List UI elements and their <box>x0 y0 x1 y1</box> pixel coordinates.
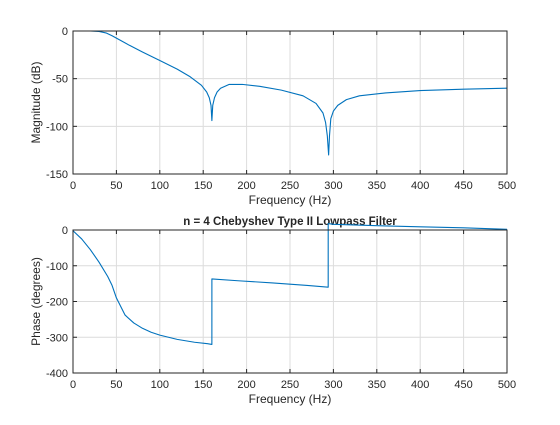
phase-lines <box>72 223 508 345</box>
magnitude-grid <box>72 30 508 175</box>
magnitude-response-line <box>73 30 508 156</box>
phase-x-tick-label: 350 <box>368 379 386 391</box>
magnitude-ticks: 0 50 100 150 200 250 300 350 400 450 500 -150 -100 -5… <box>46 26 516 192</box>
magnitude-axes: 0 50 100 150 200 250 300 350 400 450 500 -150 -100 -5… <box>29 26 516 207</box>
phase-y-tick-label: -100 <box>46 261 68 273</box>
phase-x-tick-label: 0 <box>70 379 76 391</box>
phase-ticks: 0 50 100 150 200 250 300 350 400 450 500 -400 -300 -2… <box>46 225 516 391</box>
magnitude-y-tick-label: 0 <box>62 26 68 38</box>
magnitude-x-tick-label: 0 <box>70 180 76 192</box>
magnitude-x-axis-label: Frequency (Hz) <box>249 193 332 207</box>
magnitude-x-tick-label: 50 <box>110 180 122 192</box>
phase-x-tick-label: 300 <box>324 379 342 391</box>
magnitude-x-tick-label: 150 <box>194 180 212 192</box>
magnitude-y-tick-label: -100 <box>46 121 68 133</box>
magnitude-x-tick-label: 300 <box>324 180 342 192</box>
magnitude-x-tick-label: 400 <box>411 180 429 192</box>
magnitude-x-tick-label: 350 <box>368 180 386 192</box>
phase-y-tick-label: -400 <box>46 368 68 380</box>
phase-chart-title: n = 4 Chebyshev Type II Lowpass Filter <box>183 216 397 228</box>
phase-grid <box>72 229 508 374</box>
phase-x-tick-label: 50 <box>110 379 122 391</box>
magnitude-x-tick-label: 450 <box>454 180 472 192</box>
phase-y-axis-label: Phase (degrees) <box>29 257 43 346</box>
phase-x-tick-label: 150 <box>194 379 212 391</box>
phase-x-tick-label: 400 <box>411 379 429 391</box>
magnitude-x-tick-label: 500 <box>498 180 516 192</box>
magnitude-x-tick-label: 100 <box>151 180 169 192</box>
magnitude-x-tick-label: 250 <box>281 180 299 192</box>
phase-x-tick-label: 500 <box>498 379 516 391</box>
phase-x-axis-label: Frequency (Hz) <box>249 392 332 406</box>
magnitude-y-axis-label: Magnitude (dB) <box>29 61 43 143</box>
phase-axes: n = 4 Chebyshev Type II Lowpass Filter 0… <box>29 216 516 406</box>
magnitude-y-tick-label: -50 <box>52 74 68 86</box>
magnitude-y-tick-label: -150 <box>46 169 68 181</box>
phase-x-tick-label: 200 <box>237 379 255 391</box>
magnitude-lines <box>73 30 508 156</box>
phase-y-tick-label: -300 <box>46 332 68 344</box>
phase-response-line <box>72 223 508 345</box>
magnitude-x-tick-label: 200 <box>237 180 255 192</box>
phase-x-tick-label: 250 <box>281 379 299 391</box>
phase-y-tick-label: -200 <box>46 297 68 309</box>
phase-y-tick-label: 0 <box>62 225 68 237</box>
phase-x-tick-label: 450 <box>454 379 472 391</box>
phase-x-tick-label: 100 <box>151 379 169 391</box>
